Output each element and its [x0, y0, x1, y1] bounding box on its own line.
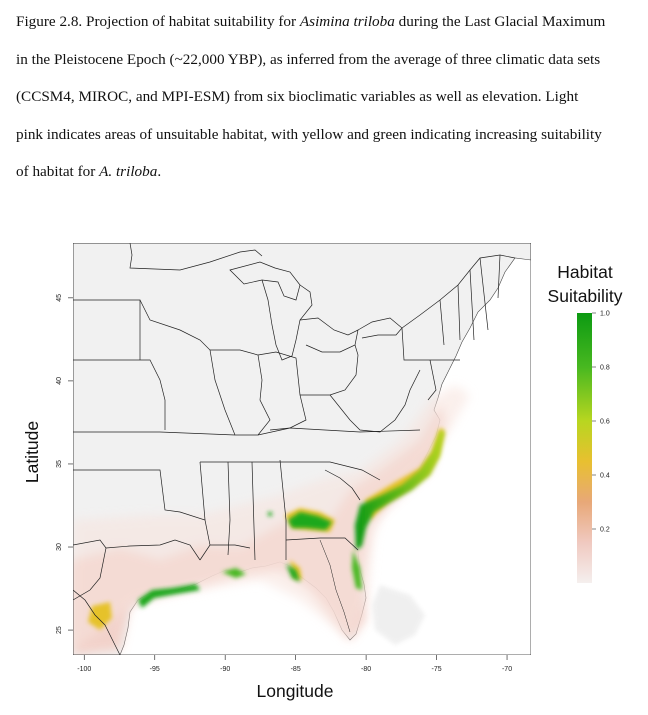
- y-tick-label: 40: [56, 377, 63, 385]
- caption-line-5: of habitat for A. triloba.: [16, 163, 162, 180]
- political-borders: [73, 243, 516, 655]
- caption-line-1: Figure 2.8. Projection of habitat suitab…: [16, 13, 606, 30]
- legend-title-line-2: Suitability: [548, 286, 623, 306]
- florida-offshore-haze: [372, 585, 425, 645]
- legend-tick-label: 0.2: [600, 527, 610, 534]
- x-axis-title: Longitude: [257, 681, 334, 701]
- legend-tick-label: 0.4: [600, 473, 610, 480]
- x-tick-label: -95: [150, 666, 160, 673]
- legend-tick-label: 0.6: [600, 419, 610, 426]
- legend-ticks: 0.2 0.4 0.6 0.8 1.0: [592, 311, 610, 534]
- caption-line-3: (CCSM4, MIROC, and MPI-ESM) from six bio…: [16, 88, 579, 105]
- x-tick-label: -100: [77, 666, 91, 673]
- legend: Habitat Suitability 0.2 0.4 0.6 0.8 1.0: [548, 262, 623, 583]
- legend-title-line-1: Habitat: [557, 262, 613, 282]
- caption-line-4: pink indicates areas of unsuitable habit…: [16, 125, 602, 143]
- x-tick-label: -85: [291, 666, 301, 673]
- map-panel: [73, 243, 531, 655]
- x-tick-label: -70: [502, 666, 512, 673]
- figure-caption: Figure 2.8. Projection of habitat suitab…: [16, 6, 636, 194]
- high-suitability-zones: [138, 430, 445, 608]
- legend-tick-label: 1.0: [600, 311, 610, 318]
- y-tick-label: 45: [56, 294, 63, 302]
- y-tick-label: 35: [56, 460, 63, 468]
- y-tick-label: 30: [56, 543, 63, 551]
- map-axes: -100 -95 -90 -85 -80 -75 -70 25 30 35 40 45: [56, 294, 512, 673]
- legend-tick-label: 0.8: [600, 365, 610, 372]
- x-tick-label: -80: [361, 666, 371, 673]
- y-axis-title: Latitude: [22, 421, 42, 483]
- y-tick-label: 25: [56, 626, 63, 634]
- x-tick-label: -90: [220, 666, 230, 673]
- x-tick-label: -75: [432, 666, 442, 673]
- caption-line-2: in the Pleistocene Epoch (~22,000 YBP), …: [16, 50, 601, 68]
- legend-colorbar: [577, 313, 592, 583]
